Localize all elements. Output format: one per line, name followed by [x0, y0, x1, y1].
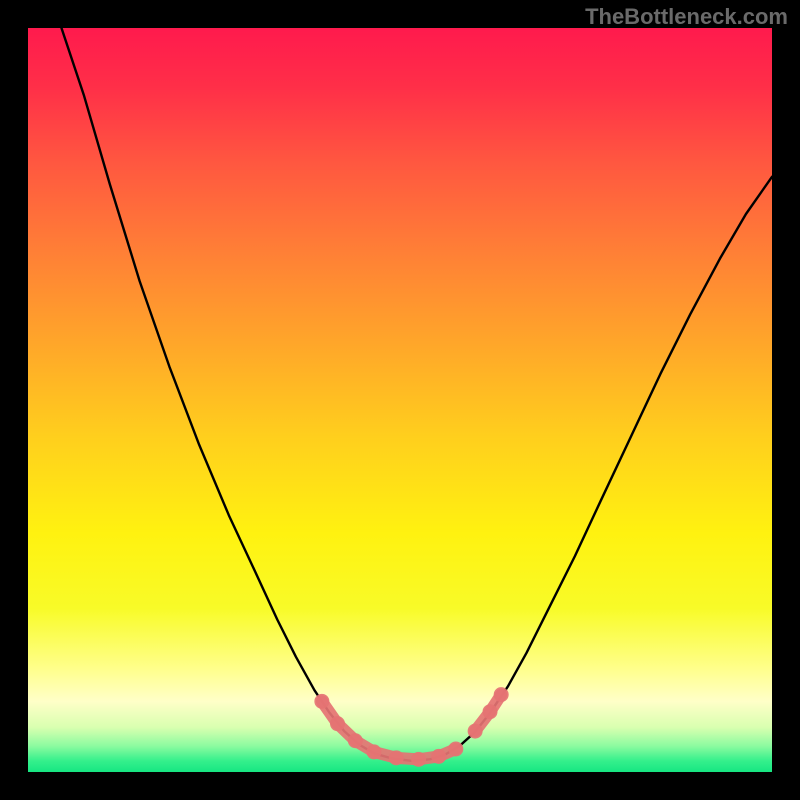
- plot-background: [28, 28, 772, 772]
- bottleneck-chart: [0, 0, 800, 800]
